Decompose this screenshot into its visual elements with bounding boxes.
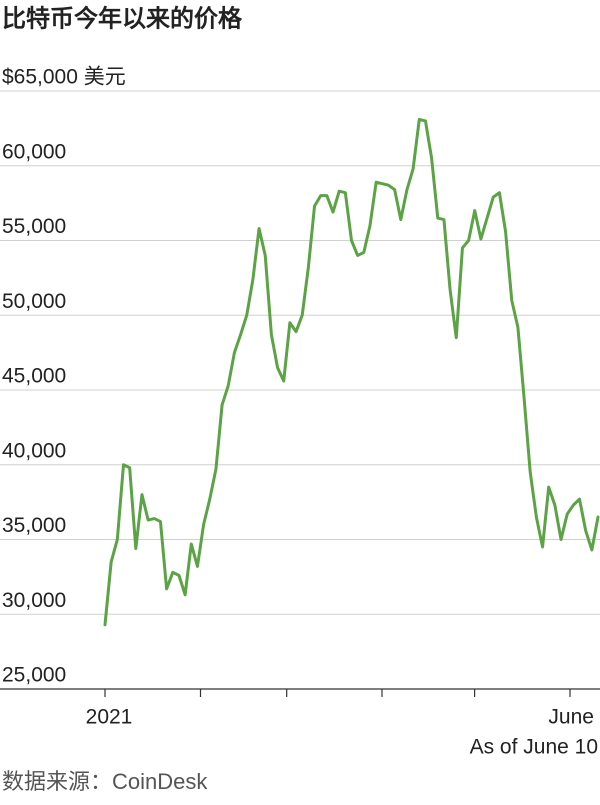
y-tick-label: 55,000 [2, 215, 66, 238]
y-tick-label: $65,000 美元 [2, 66, 126, 89]
chart-title: 比特币今年以来的价格 [2, 4, 243, 32]
x-tick-label: June [548, 706, 594, 729]
month-ticks [104, 689, 571, 697]
price-line [103, 117, 600, 627]
y-tick-label: 35,000 [2, 514, 66, 537]
y-tick-label: 30,000 [2, 589, 66, 612]
y-tick-label: 45,000 [2, 365, 66, 388]
y-tick-label: 50,000 [2, 290, 66, 313]
y-tick-label: 25,000 [2, 664, 66, 687]
annotation: As of June 10 [470, 736, 598, 759]
x-tick-label: 2021 [86, 706, 133, 729]
y-tick-label: 40,000 [2, 439, 66, 462]
source: 数据来源：CoinDesk [2, 769, 208, 794]
y-tick-label: 60,000 [2, 140, 66, 163]
